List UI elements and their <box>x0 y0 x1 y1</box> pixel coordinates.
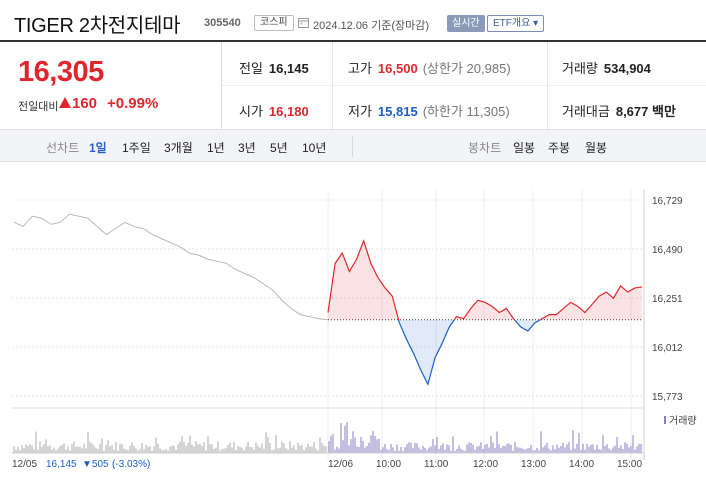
period-1w[interactable]: 1주일 <box>122 141 151 155</box>
candle-daily[interactable]: 일봉 <box>513 141 536 155</box>
amount-cell: 거래대금 8,677 백만 <box>562 101 676 120</box>
up-area-fill <box>540 285 642 320</box>
lower-limit-value: 11,305 <box>466 104 506 119</box>
up-triangle-icon <box>59 97 71 108</box>
high-value: 16,500 <box>377 61 418 76</box>
down-area-fill <box>398 319 455 385</box>
stock-header: TIGER 2차전지테마 305540 코스피 2024.12.06 기준(장마… <box>0 0 706 42</box>
high-label: 고가 <box>348 61 372 76</box>
up-area-fill <box>454 300 515 320</box>
change-label: 전일대비 <box>18 101 59 113</box>
current-price: 16,305 <box>18 56 104 88</box>
up-price-line <box>453 299 515 321</box>
volume-legend-marker <box>664 416 666 424</box>
period-5y[interactable]: 5년 <box>270 141 288 155</box>
prev-day-summary-pct: (-3.03%) <box>112 459 150 470</box>
volume-cell: 거래량 534,904 <box>562 58 651 77</box>
x-tick-label: 10:00 <box>376 459 401 470</box>
volume-label: 거래량 <box>562 61 598 76</box>
upper-limit-value: 20,985 <box>466 61 507 76</box>
y-tick-label: 16,251 <box>652 294 683 305</box>
change-value: 160 <box>72 95 98 112</box>
change-percent: +0.99% <box>107 95 159 112</box>
chevron-down-icon: ▾ <box>533 18 539 29</box>
up-area-fill <box>328 240 399 320</box>
x-tick-label: 13:00 <box>521 459 546 470</box>
period-3m[interactable]: 3개월 <box>164 141 193 155</box>
quote-panel: 16,305 전일대비 160 +0.99% 전일 16,145 고가 16,500… <box>0 42 706 129</box>
lower-limit-label: 하한가 <box>427 104 463 119</box>
low-cell: 저가 15,815 (하한가 11,305) <box>348 104 510 119</box>
candle-weekly[interactable]: 주봉 <box>548 141 571 155</box>
y-tick-label: 16,729 <box>652 196 683 207</box>
x-tick-label: 11:00 <box>424 459 449 470</box>
period-1y[interactable]: 1년 <box>207 141 225 155</box>
divider <box>222 85 706 86</box>
upper-limit-label: 상한가 <box>427 61 463 76</box>
x-tick-label: 12/05 <box>12 459 37 470</box>
prev-close-label: 전일 <box>239 61 263 76</box>
period-bar: 선차트 1일 1주일 3개월 1년 3년 5년 10년 봉차트 일봉 주봉 월봉 <box>0 129 706 162</box>
prev-day-summary-change: ▼505 <box>82 459 109 470</box>
high-cell: 고가 16,500 (상한가 20,985) <box>348 61 511 76</box>
open-value: 16,180 <box>268 104 309 119</box>
x-tick-label: 12/06 <box>328 459 353 470</box>
amount-label: 거래대금 <box>562 104 610 119</box>
volume-value: 534,904 <box>603 61 651 76</box>
base-date: 2024.12.06 기준(장마감) <box>313 20 430 32</box>
volume-label: 거래량 <box>669 415 697 427</box>
prev-close-cell: 전일 16,145 <box>239 58 309 77</box>
x-tick-label: 12:00 <box>473 459 498 470</box>
low-label: 저가 <box>348 104 372 119</box>
price-chart[interactable]: 16,729 16,490 16,251 16,012 15,773 거래량 12/05 12… <box>0 162 706 485</box>
period-1d[interactable]: 1일 <box>89 141 107 155</box>
down-area-fill <box>514 319 541 332</box>
realtime-button[interactable]: 실시간 <box>447 15 485 32</box>
etf-overview-label: ETF개요 <box>493 18 531 29</box>
candle-chart-label: 봉차트 <box>468 141 502 155</box>
prev-close-value: 16,145 <box>268 61 309 76</box>
etf-overview-dropdown[interactable]: ETF개요 ▾ <box>487 15 545 32</box>
y-tick-label: 16,012 <box>652 343 683 354</box>
stock-name: TIGER 2차전지테마 <box>14 15 181 37</box>
y-tick-label: 15,773 <box>652 392 683 403</box>
down-price-line <box>397 319 455 387</box>
open-cell: 시가 16,180 <box>239 101 309 120</box>
amount-value: 8,677 백만 <box>615 104 676 119</box>
up-price-line <box>327 238 400 320</box>
candle-monthly[interactable]: 월봉 <box>585 141 608 155</box>
period-3y[interactable]: 3년 <box>238 141 256 155</box>
line-chart-label: 선차트 <box>46 141 80 155</box>
x-tick-label: 15:00 <box>617 459 642 470</box>
market-badge: 코스피 <box>254 15 294 31</box>
low-value: 15,815 <box>377 104 418 119</box>
stock-code: 305540 <box>204 17 241 29</box>
current-price-box: 16,305 전일대비 160 +0.99% <box>0 42 222 129</box>
up-price-line <box>540 284 643 321</box>
calendar-icon <box>298 18 309 28</box>
prev-day-line <box>13 213 329 321</box>
down-price-line <box>513 319 541 332</box>
y-tick-label: 16,490 <box>652 245 683 256</box>
divider <box>352 136 353 157</box>
prev-day-summary-close: 16,145 <box>46 459 77 470</box>
period-10y[interactable]: 10년 <box>302 141 327 155</box>
x-tick-label: 14:00 <box>569 459 594 470</box>
open-label: 시가 <box>239 104 263 119</box>
